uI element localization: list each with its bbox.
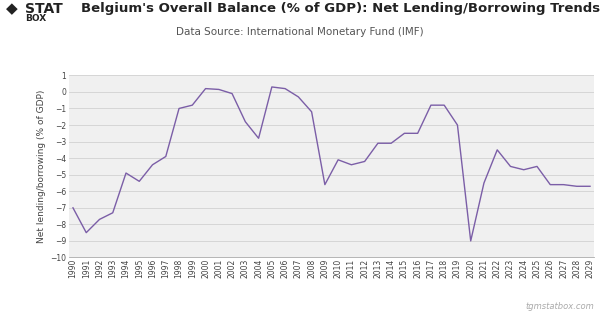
- Y-axis label: Net lending/borrowing (% of GDP): Net lending/borrowing (% of GDP): [37, 90, 46, 243]
- Text: ◆: ◆: [6, 2, 18, 17]
- Text: BOX: BOX: [25, 14, 46, 23]
- Text: STAT: STAT: [25, 2, 63, 16]
- Text: Data Source: International Monetary Fund (IMF): Data Source: International Monetary Fund…: [176, 27, 424, 37]
- Text: Belgium's Overall Balance (% of GDP): Net Lending/Borrowing Trends and Forecasts: Belgium's Overall Balance (% of GDP): Ne…: [81, 2, 600, 14]
- Text: tgmstatbox.com: tgmstatbox.com: [525, 302, 594, 311]
